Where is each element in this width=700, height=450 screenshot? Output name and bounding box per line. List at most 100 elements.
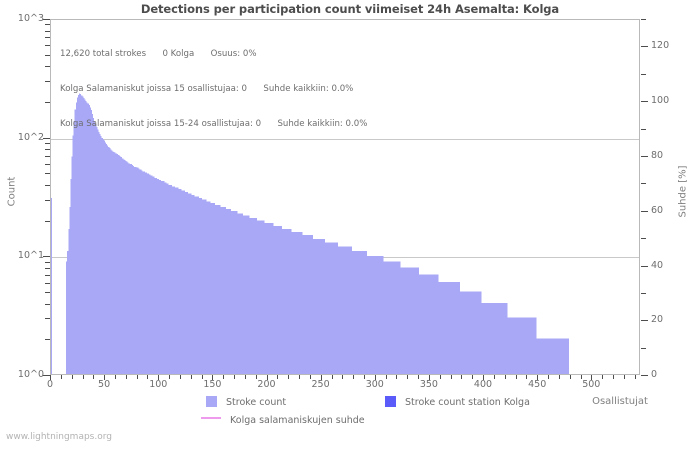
x-tick-label: 100 (149, 379, 168, 390)
y-tick-major (43, 137, 50, 139)
x-tick-minor (580, 375, 582, 379)
y2-tick-minor (641, 73, 646, 75)
y-tick-minor (45, 173, 50, 175)
legend: Stroke count Stroke count station Kolga … (0, 392, 700, 432)
y-tick-minor (45, 54, 50, 56)
y-tick-minor (45, 66, 50, 68)
x-tick-minor (612, 375, 614, 379)
y-tick-minor (45, 292, 50, 294)
legend-item-stroke-count-station: Stroke count station Kolga (385, 396, 530, 408)
x-tick-minor (82, 375, 84, 379)
y2-tick-minor (641, 183, 646, 185)
x-tick-label: 50 (98, 379, 111, 390)
y2-tick-label: 80 (651, 149, 664, 161)
y-tick-minor (45, 274, 50, 276)
y-tick-label: 10^3 (17, 13, 44, 24)
x-tick-minor (504, 375, 506, 379)
y2-tick-minor (641, 238, 646, 240)
y2-tick-label: 0 (651, 369, 658, 380)
x-tick-minor (255, 375, 257, 379)
x-tick-minor (493, 375, 495, 379)
y-tick-minor (45, 220, 50, 222)
y-tick-major (43, 256, 50, 258)
y2-tick-major (641, 155, 648, 157)
y-tick-minor (45, 282, 50, 284)
y-tick-minor (45, 81, 50, 82)
x-tick-minor (461, 375, 463, 379)
y2-tick-major (641, 320, 648, 322)
y-tick-label: 10^2 (17, 131, 44, 143)
y-tick-minor (45, 303, 50, 305)
x-axis-title: Osallistujat (592, 396, 648, 407)
y-axis-title: Count (6, 176, 18, 207)
y2-tick-minor (641, 347, 646, 349)
x-tick-minor (93, 375, 95, 379)
y-tick-minor (45, 318, 50, 320)
y-tick-minor (45, 339, 50, 341)
x-tick-minor (569, 375, 571, 379)
x-tick-minor (147, 375, 149, 379)
legend-item-stroke-count: Stroke count (206, 396, 286, 408)
x-tick-minor (115, 375, 116, 379)
y-tick-minor (45, 261, 50, 263)
y2-tick-minor (641, 292, 646, 294)
y-tick-major (43, 375, 50, 376)
x-tick-minor (223, 375, 225, 379)
y2-tick-minor (641, 128, 646, 130)
x-tick-minor (288, 375, 290, 379)
y-tick-major (43, 19, 50, 20)
x-tick-minor (71, 375, 73, 379)
histogram-bars (51, 93, 569, 374)
x-tick-major (428, 375, 430, 380)
x-tick-minor (125, 375, 127, 379)
y-tick-minor (45, 30, 50, 32)
y-tick-minor (45, 149, 50, 151)
y-tick-minor (45, 37, 50, 39)
y-tick-minor (45, 164, 50, 165)
legend-label-ratio: Kolga salamaniskujen suhde (230, 415, 365, 426)
x-tick-minor (558, 375, 560, 379)
x-tick-minor (277, 375, 279, 379)
x-tick-major (50, 375, 51, 380)
x-tick-label: 250 (311, 379, 330, 390)
watermark: www.lightningmaps.org (6, 432, 112, 442)
y-tick-minor (45, 156, 50, 157)
annotation-block: 12,620 total strokes 0 Kolga Osuus: 0% K… (60, 26, 367, 154)
y-tick-minor (45, 143, 50, 145)
x-tick-minor (60, 375, 62, 379)
annotation-line-2: Kolga Salamaniskut joissa 15 osallistuja… (60, 83, 354, 94)
y2-tick-major (641, 46, 648, 48)
x-tick-label: 150 (203, 379, 222, 390)
x-tick-minor (169, 375, 171, 379)
y-tick-minor (45, 184, 50, 186)
legend-label-stroke-count: Stroke count (226, 397, 287, 408)
y2-tick-major (641, 375, 648, 376)
x-tick-label: 300 (365, 379, 384, 390)
y2-tick-label: 120 (651, 40, 670, 52)
x-tick-label: 450 (528, 379, 547, 390)
annotation-line-3: Kolga Salamaniskut joissa 15-24 osallist… (60, 118, 368, 129)
x-tick-minor (634, 375, 636, 379)
y-tick-minor (45, 101, 50, 103)
x-tick-minor (299, 375, 300, 379)
x-tick-minor (331, 375, 333, 379)
x-tick-major (483, 375, 484, 380)
x-tick-minor (548, 375, 549, 379)
plot-area (50, 19, 640, 375)
legend-swatch-stroke-count (206, 396, 217, 407)
y2-tick-label: 100 (651, 95, 670, 107)
y2-axis-title: Suhde [%] (677, 165, 689, 218)
x-tick-minor (201, 375, 203, 379)
annotation-line-1: 12,620 total strokes 0 Kolga Osuus: 0% (60, 49, 257, 60)
legend-line-ratio (201, 417, 221, 419)
legend-item-ratio: Kolga salamaniskujen suhde (201, 415, 365, 426)
x-tick-minor (363, 375, 365, 379)
y2-tick-label: 60 (651, 204, 664, 216)
x-tick-minor (179, 375, 181, 379)
x-tick-minor (244, 375, 246, 379)
y-tick-minor (45, 24, 50, 26)
y-tick-label: 10^1 (17, 250, 44, 262)
x-tick-minor (450, 375, 452, 379)
y-tick-label: 10^0 (17, 369, 44, 380)
